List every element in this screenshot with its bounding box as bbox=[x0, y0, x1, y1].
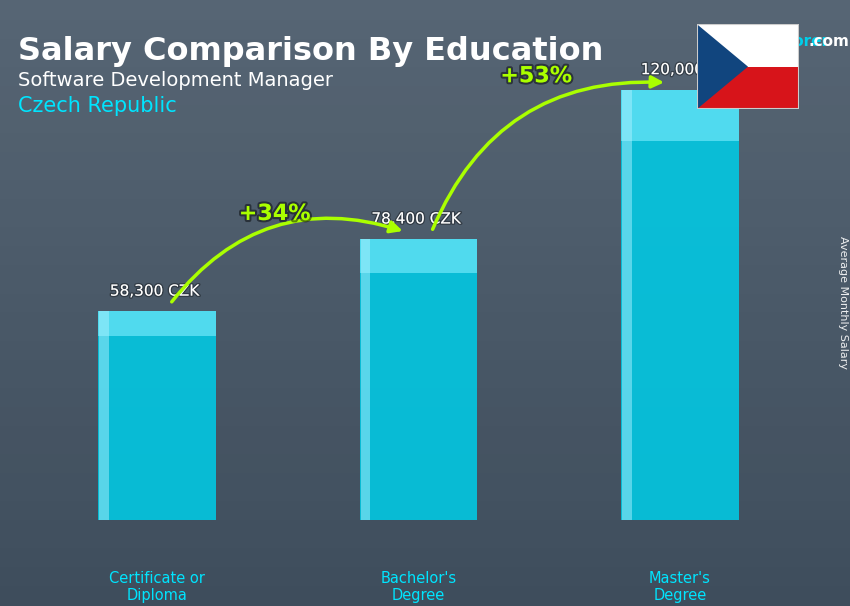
Text: .com: .com bbox=[809, 34, 850, 49]
Text: Software Development Manager: Software Development Manager bbox=[18, 71, 333, 90]
Text: Certificate or
Diploma: Certificate or Diploma bbox=[109, 571, 205, 603]
Bar bbox=[621, 90, 739, 521]
Bar bbox=[98, 311, 216, 336]
Text: salary: salary bbox=[720, 34, 773, 49]
Bar bbox=[360, 239, 478, 273]
Text: Bachelor's
Degree: Bachelor's Degree bbox=[381, 571, 456, 603]
Bar bbox=[697, 24, 799, 67]
Polygon shape bbox=[697, 24, 748, 109]
Text: Salary Comparison By Education: Salary Comparison By Education bbox=[18, 36, 604, 67]
Text: Average Monthly Salary: Average Monthly Salary bbox=[838, 236, 848, 370]
Bar bbox=[621, 90, 739, 141]
Text: Master's
Degree: Master's Degree bbox=[649, 571, 711, 603]
Text: 78,400 CZK: 78,400 CZK bbox=[371, 211, 460, 227]
Bar bbox=[697, 67, 799, 109]
Bar bbox=[360, 239, 478, 521]
FancyArrowPatch shape bbox=[172, 218, 399, 302]
Text: +53%: +53% bbox=[501, 66, 572, 86]
Text: 58,300 CZK: 58,300 CZK bbox=[110, 284, 199, 299]
Bar bbox=[622, 90, 632, 521]
Text: 120,000 CZK: 120,000 CZK bbox=[641, 62, 740, 77]
Text: explorer: explorer bbox=[757, 34, 829, 49]
Text: +34%: +34% bbox=[239, 204, 310, 224]
Bar bbox=[360, 239, 371, 521]
FancyArrowPatch shape bbox=[433, 77, 660, 229]
Bar bbox=[99, 311, 109, 521]
Text: Czech Republic: Czech Republic bbox=[18, 96, 177, 116]
Bar bbox=[98, 311, 216, 521]
